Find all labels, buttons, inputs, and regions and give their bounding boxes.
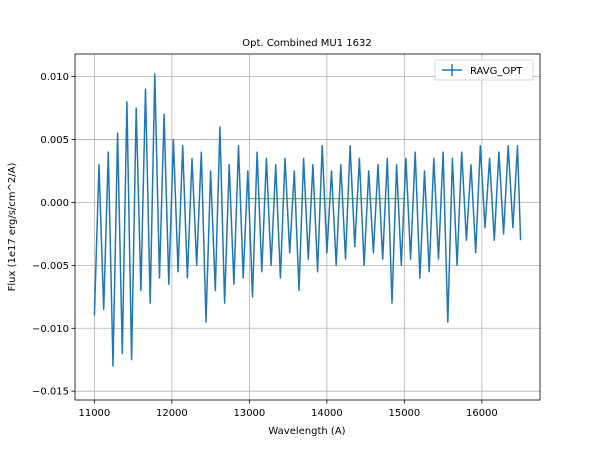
y-axis-label: Flux (1e17 erg/s/cm^2/A)	[7, 163, 18, 292]
y-tick-label: 0.005	[40, 135, 69, 146]
plot-lines	[93, 73, 522, 367]
y-tick-label: 0.010	[40, 72, 69, 83]
y-tick-label: 0.000	[40, 198, 69, 209]
x-tick-label: 11000	[78, 408, 110, 419]
y-tick-label: −0.005	[32, 261, 69, 272]
chart-title: Opt. Combined MU1 1632	[242, 38, 371, 49]
y-ticks: −0.015 −0.010 −0.005 0.000 0.005 0.010	[32, 72, 75, 398]
legend-box	[434, 59, 534, 81]
x-tick-label: 15000	[388, 408, 420, 419]
plot-frame	[74, 53, 541, 401]
legend-label: RAVG_OPT	[470, 66, 523, 77]
y-tick-label: −0.010	[32, 324, 69, 335]
y-tick-label: −0.015	[32, 387, 69, 398]
series-line-ravg-opt	[93, 73, 522, 367]
x-tick-label: 14000	[311, 408, 343, 419]
x-tick-label: 12000	[156, 408, 188, 419]
x-axis-label: Wavelength (A)	[268, 426, 345, 437]
x-ticks: 11000 12000 13000 14000 15000 16000	[78, 400, 498, 419]
legend: RAVG_OPT	[434, 59, 534, 81]
x-tick-label: 13000	[233, 408, 265, 419]
x-tick-label: 16000	[466, 408, 498, 419]
